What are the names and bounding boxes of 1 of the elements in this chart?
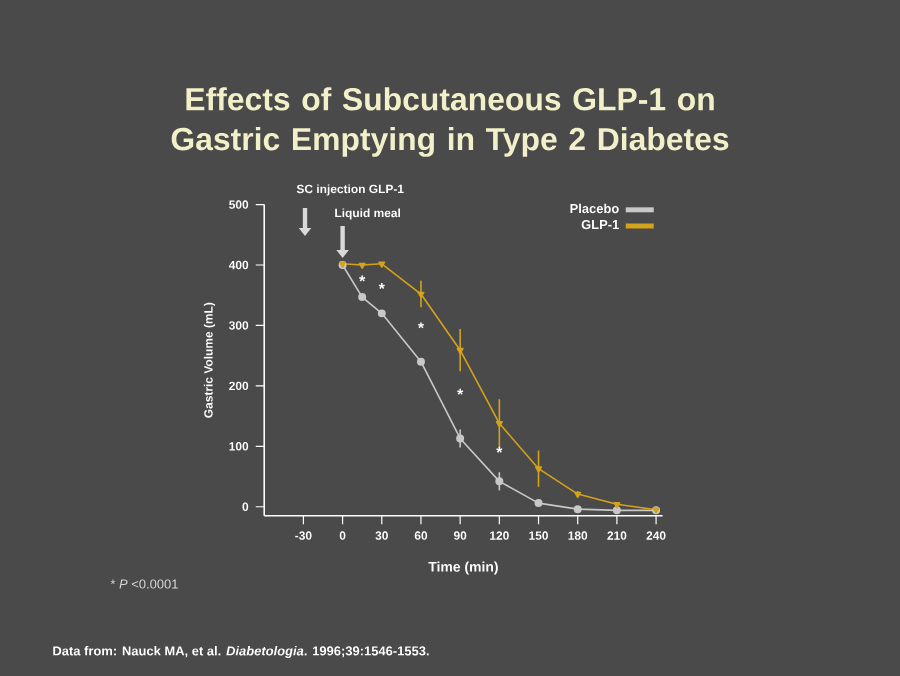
chart-title: Effects of Subcutaneous GLP-1 on Gastric Emptying in Type 2 Diabetes xyxy=(171,87,729,157)
